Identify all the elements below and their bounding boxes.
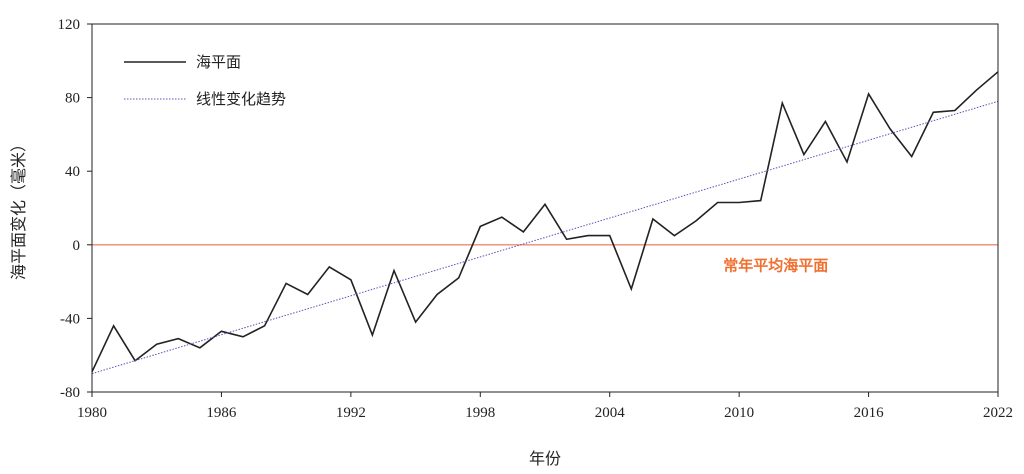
y-tick-label: 0 bbox=[73, 238, 81, 254]
y-axis: -80 -40 0 40 80 120 bbox=[58, 17, 92, 401]
y-tick-label: -80 bbox=[60, 385, 80, 401]
y-axis-title: 海平面变化（毫米） bbox=[9, 136, 28, 280]
series-line-trend bbox=[91, 100, 999, 375]
legend: 海平面 线性变化趋势 bbox=[124, 53, 286, 108]
x-tick-label: 2010 bbox=[724, 405, 754, 421]
x-tick-label: 1986 bbox=[206, 405, 237, 421]
y-tick-label: 80 bbox=[65, 91, 80, 107]
y-tick-label: -40 bbox=[60, 311, 80, 327]
x-tick-label: 1998 bbox=[465, 405, 495, 421]
series-line-sea-level bbox=[91, 71, 999, 373]
legend-label-trend: 线性变化趋势 bbox=[196, 90, 286, 108]
y-tick-label: 40 bbox=[65, 164, 80, 180]
x-axis-title: 年份 bbox=[529, 449, 561, 468]
reference-line-label: 常年平均海平面 bbox=[723, 257, 828, 275]
y-tick-label: 120 bbox=[58, 17, 81, 33]
legend-label-sea-level: 海平面 bbox=[196, 53, 241, 71]
x-tick-label: 2016 bbox=[854, 405, 885, 421]
x-tick-label: 1992 bbox=[336, 405, 366, 421]
x-axis: 1980 1986 1992 1998 2004 2010 2016 2022 bbox=[77, 392, 1013, 421]
x-tick-label: 2004 bbox=[595, 405, 626, 421]
x-tick-label: 2022 bbox=[983, 405, 1013, 421]
series-group bbox=[91, 71, 999, 375]
plot-frame bbox=[91, 23, 999, 393]
x-tick-label: 1980 bbox=[77, 405, 107, 421]
